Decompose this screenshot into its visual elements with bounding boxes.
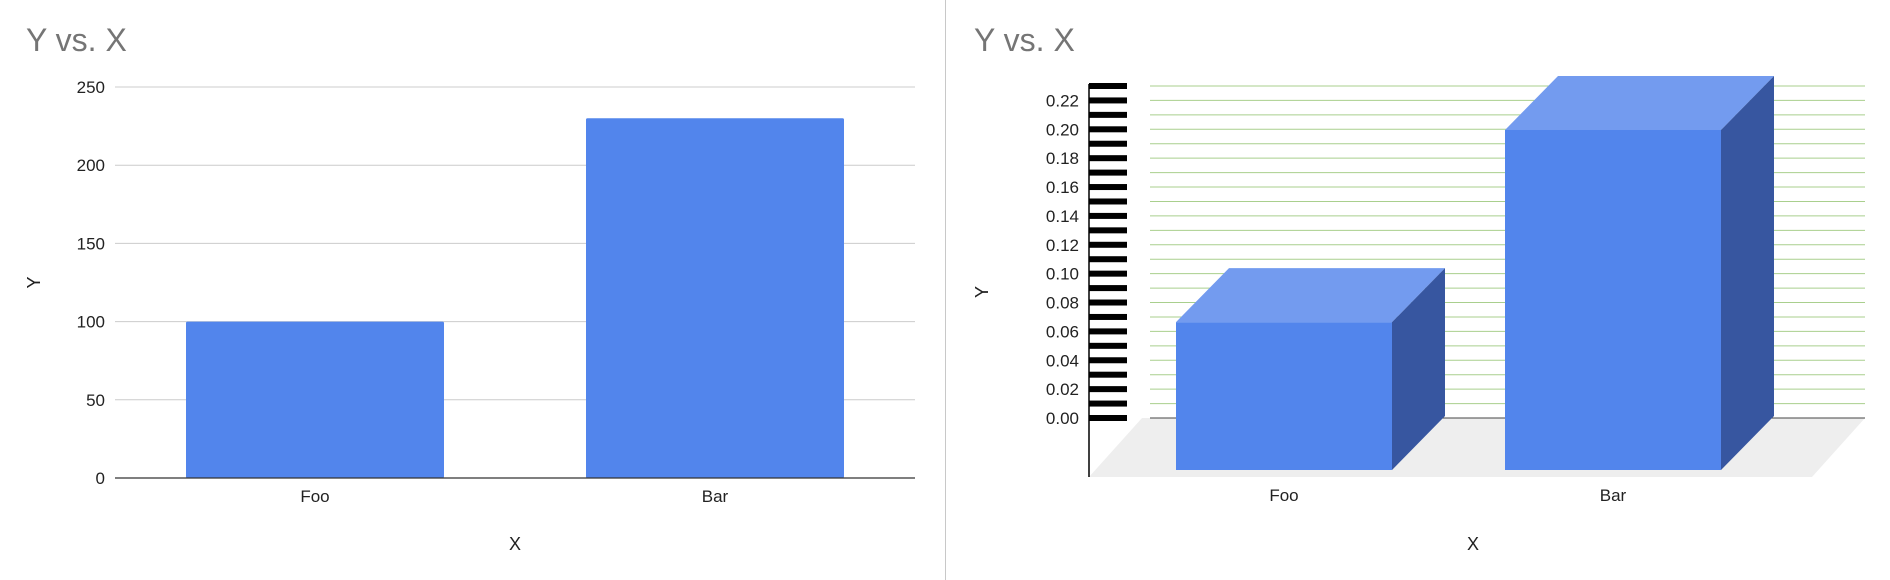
bar-3d (1176, 268, 1445, 470)
y-tick-label: 100 (77, 313, 105, 332)
bar-chart-left: 0 50 100 150 200 250 Foo Bar X Y (24, 78, 915, 554)
y-tick-label: 0.10 (1046, 265, 1079, 284)
y-tick-label: 150 (77, 234, 105, 253)
y-tick-mark (1089, 184, 1127, 191)
y-tick-mark (1089, 328, 1127, 335)
y-tick-label: 0.00 (1046, 409, 1079, 428)
y-tick-label: 0.02 (1046, 380, 1079, 399)
y-tick-mark (1089, 415, 1127, 421)
y-tick-mark (1089, 97, 1127, 104)
y-tick-label: 200 (77, 156, 105, 175)
x-tick-label: Bar (1600, 486, 1627, 505)
bar-front-face (1505, 130, 1721, 470)
x-axis-label: X (509, 534, 521, 554)
bar-top-face (1505, 76, 1774, 130)
y-tick-label: 0.16 (1046, 178, 1079, 197)
y-tick-mark (1089, 83, 1127, 89)
y-tick-mark (1089, 241, 1127, 248)
y-axis-label: Y (24, 276, 44, 288)
y-tick-label: 0.08 (1046, 294, 1079, 313)
x-tick-label: Bar (702, 487, 729, 506)
y-tick-label: 50 (86, 391, 105, 410)
y-tick-label: 0.20 (1046, 120, 1079, 139)
bar (186, 321, 444, 478)
x-tick-label: Foo (1269, 486, 1298, 505)
y-tick-label: 0.14 (1046, 207, 1079, 226)
y-tick-mark (1089, 285, 1127, 292)
y-tick-label: 0.04 (1046, 351, 1079, 370)
bar (586, 118, 844, 478)
y-tick-mark (1089, 270, 1127, 277)
bar-front-face (1176, 322, 1392, 470)
y-axis-label: Y (972, 286, 992, 298)
y-tick-mark (1089, 342, 1127, 349)
y-tick-label: 0.18 (1046, 149, 1079, 168)
bar-side-face (1392, 268, 1445, 470)
chart-panel-left: Y vs. X 0 50 100 150 200 250 Foo Bar X Y (24, 22, 915, 554)
y-tick-mark (1089, 198, 1127, 205)
panel-divider (945, 0, 946, 580)
y-tick-mark (1089, 357, 1127, 364)
y-tick-mark (1089, 111, 1127, 118)
y-tick-label: 0 (96, 469, 105, 488)
y-tick-mark (1089, 299, 1127, 306)
y-tick-mark (1089, 140, 1127, 147)
bar-3d (1505, 76, 1774, 470)
y-tick-label: 250 (77, 78, 105, 97)
y-tick-mark (1089, 227, 1127, 234)
y-tick-mark (1089, 155, 1127, 162)
x-axis-label: X (1467, 534, 1479, 554)
y-tick-label: 0.06 (1046, 322, 1079, 341)
chart-title: Y vs. X (26, 22, 127, 58)
y-tick-label: 0.22 (1046, 91, 1079, 110)
y-tick-mark (1089, 371, 1127, 378)
y-tick-label: 0.12 (1046, 236, 1079, 255)
bar-top-face (1176, 268, 1445, 323)
chart-title: Y vs. X (974, 22, 1075, 58)
y-tick-mark (1089, 400, 1127, 407)
y-tick-mark (1089, 256, 1127, 263)
y-tick-mark (1089, 313, 1127, 320)
y-tick-mark (1089, 169, 1127, 176)
y-tick-mark (1089, 386, 1127, 393)
bar-side-face (1721, 76, 1774, 470)
y-tick-mark (1089, 212, 1127, 219)
x-tick-label: Foo (300, 487, 329, 506)
chart-panel-right: Y vs. X 0.00 0.02 0.04 0.06 0.08 0.10 0.12 0.14… (948, 0, 1890, 580)
y-tick-mark (1089, 126, 1127, 133)
bar-chart-3d-right: 0.00 0.02 0.04 0.06 0.08 0.10 0.12 0.14 0.16 0.18… (972, 76, 1865, 554)
